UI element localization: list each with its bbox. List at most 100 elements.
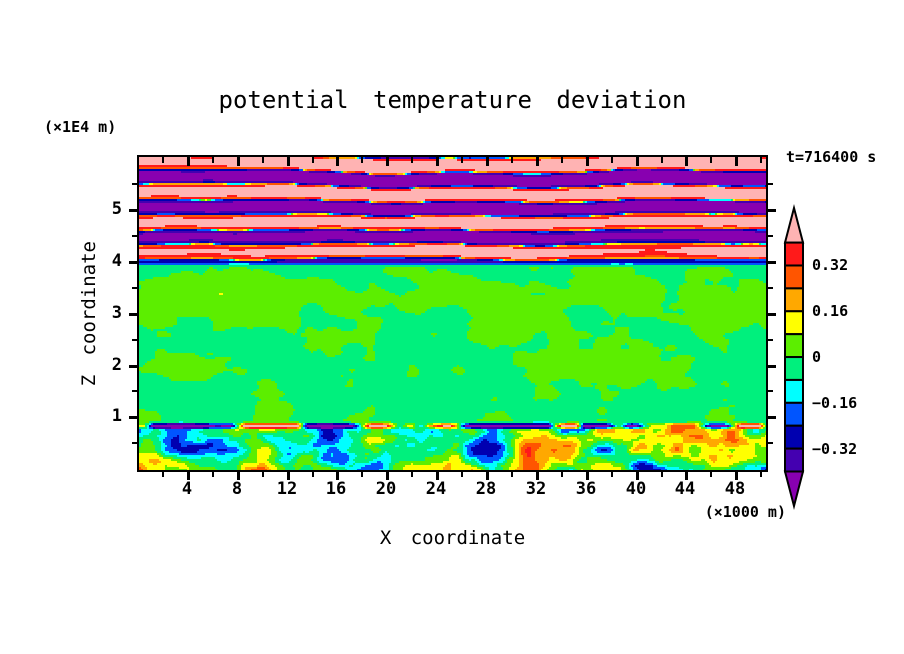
tick-mark: [132, 339, 139, 341]
tick-mark: [486, 470, 489, 480]
x-tick-label: 44: [674, 479, 696, 499]
tick-mark: [132, 287, 139, 289]
x-tick-label: 8: [231, 479, 243, 499]
x-tick-label: 36: [575, 479, 597, 499]
colorbar-segment: [784, 447, 804, 473]
tick-mark: [436, 157, 439, 166]
z-tick-label: 3: [111, 303, 122, 323]
tick-mark: [312, 470, 314, 477]
tick-mark: [766, 339, 773, 341]
colorbar-segment: [784, 241, 804, 267]
x-tick-label: 20: [375, 479, 397, 499]
colorbar-tick-label: 0.32: [812, 256, 849, 274]
colorbar-arrow: [783, 470, 805, 510]
tick-mark: [536, 157, 539, 166]
tick-mark: [661, 157, 663, 163]
x-axis-label: X coordinate: [379, 527, 526, 549]
tick-mark: [336, 157, 339, 166]
x-tick-label: 32: [525, 479, 547, 499]
colorbar-segment: [784, 401, 804, 427]
tick-mark: [636, 470, 639, 480]
colorbar-segment: [784, 287, 804, 313]
x-axis-unit-label: (×1000 m): [704, 503, 786, 521]
tick-mark: [287, 470, 290, 480]
tick-mark: [511, 470, 513, 477]
tick-mark: [766, 261, 776, 264]
tick-mark: [262, 157, 264, 163]
tick-mark: [766, 365, 776, 368]
z-tick-label: 1: [111, 406, 122, 426]
tick-mark: [162, 470, 164, 477]
heatmap-canvas: [139, 157, 766, 470]
tick-mark: [436, 470, 439, 480]
colorbar-segment: [784, 378, 804, 404]
x-tick-label: 16: [325, 479, 347, 499]
x-tick-label: 28: [475, 479, 497, 499]
tick-mark: [237, 470, 240, 480]
x-tick-label: 4: [181, 479, 193, 499]
tick-mark: [132, 442, 139, 444]
x-tick-label: 48: [724, 479, 746, 499]
time-annotation: t=716400 s: [786, 148, 877, 166]
tick-mark: [586, 470, 589, 480]
z-tick-label: 5: [111, 199, 122, 219]
colorbar-tick-label: −0.16: [812, 394, 858, 412]
tick-mark: [212, 157, 214, 163]
tick-mark: [710, 157, 712, 163]
tick-mark: [760, 157, 762, 163]
tick-mark: [511, 157, 513, 163]
tick-mark: [132, 183, 139, 185]
tick-mark: [561, 470, 563, 477]
colorbar-tick-label: 0: [812, 348, 822, 366]
tick-mark: [411, 470, 413, 477]
page-title: potential temperature deviation: [218, 86, 687, 114]
x-tick-label: 40: [625, 479, 647, 499]
tick-mark: [766, 442, 773, 444]
tick-mark: [129, 365, 139, 368]
colorbar-segment: [784, 310, 804, 336]
tick-mark: [636, 157, 639, 166]
tick-mark: [336, 470, 339, 480]
tick-mark: [237, 157, 240, 166]
tick-mark: [132, 235, 139, 237]
tick-mark: [561, 157, 563, 163]
tick-mark: [132, 390, 139, 392]
colorbar-segment: [784, 264, 804, 290]
colorbar: [783, 204, 805, 510]
z-tick-label: 4: [111, 251, 122, 271]
colorbar-segment: [784, 333, 804, 359]
tick-mark: [212, 470, 214, 477]
tick-mark: [685, 470, 688, 480]
tick-mark: [766, 183, 773, 185]
tick-mark: [536, 470, 539, 480]
tick-mark: [386, 157, 389, 166]
z-axis-label: Z coordinate: [74, 214, 104, 414]
tick-mark: [760, 470, 762, 477]
tick-mark: [766, 313, 776, 316]
z-axis-label-text: Z coordinate: [78, 241, 100, 387]
tick-mark: [461, 470, 463, 477]
z-tick-label: 2: [111, 355, 122, 375]
x-tick-label: 24: [425, 479, 447, 499]
tick-mark: [766, 235, 773, 237]
tick-mark: [735, 157, 738, 166]
tick-mark: [766, 287, 773, 289]
tick-mark: [129, 209, 139, 212]
tick-mark: [461, 157, 463, 163]
tick-mark: [262, 470, 264, 477]
tick-mark: [766, 416, 776, 419]
tick-mark: [685, 157, 688, 166]
tick-mark: [129, 416, 139, 419]
tick-mark: [386, 470, 389, 480]
tick-mark: [162, 157, 164, 163]
colorbar-segment: [784, 356, 804, 381]
tick-mark: [766, 390, 773, 392]
tick-mark: [187, 157, 190, 166]
tick-mark: [312, 157, 314, 163]
tick-mark: [129, 261, 139, 264]
tick-mark: [710, 470, 712, 477]
tick-mark: [486, 157, 489, 166]
tick-mark: [361, 157, 363, 163]
z-axis-unit-label: (×1E4 m): [44, 118, 117, 136]
